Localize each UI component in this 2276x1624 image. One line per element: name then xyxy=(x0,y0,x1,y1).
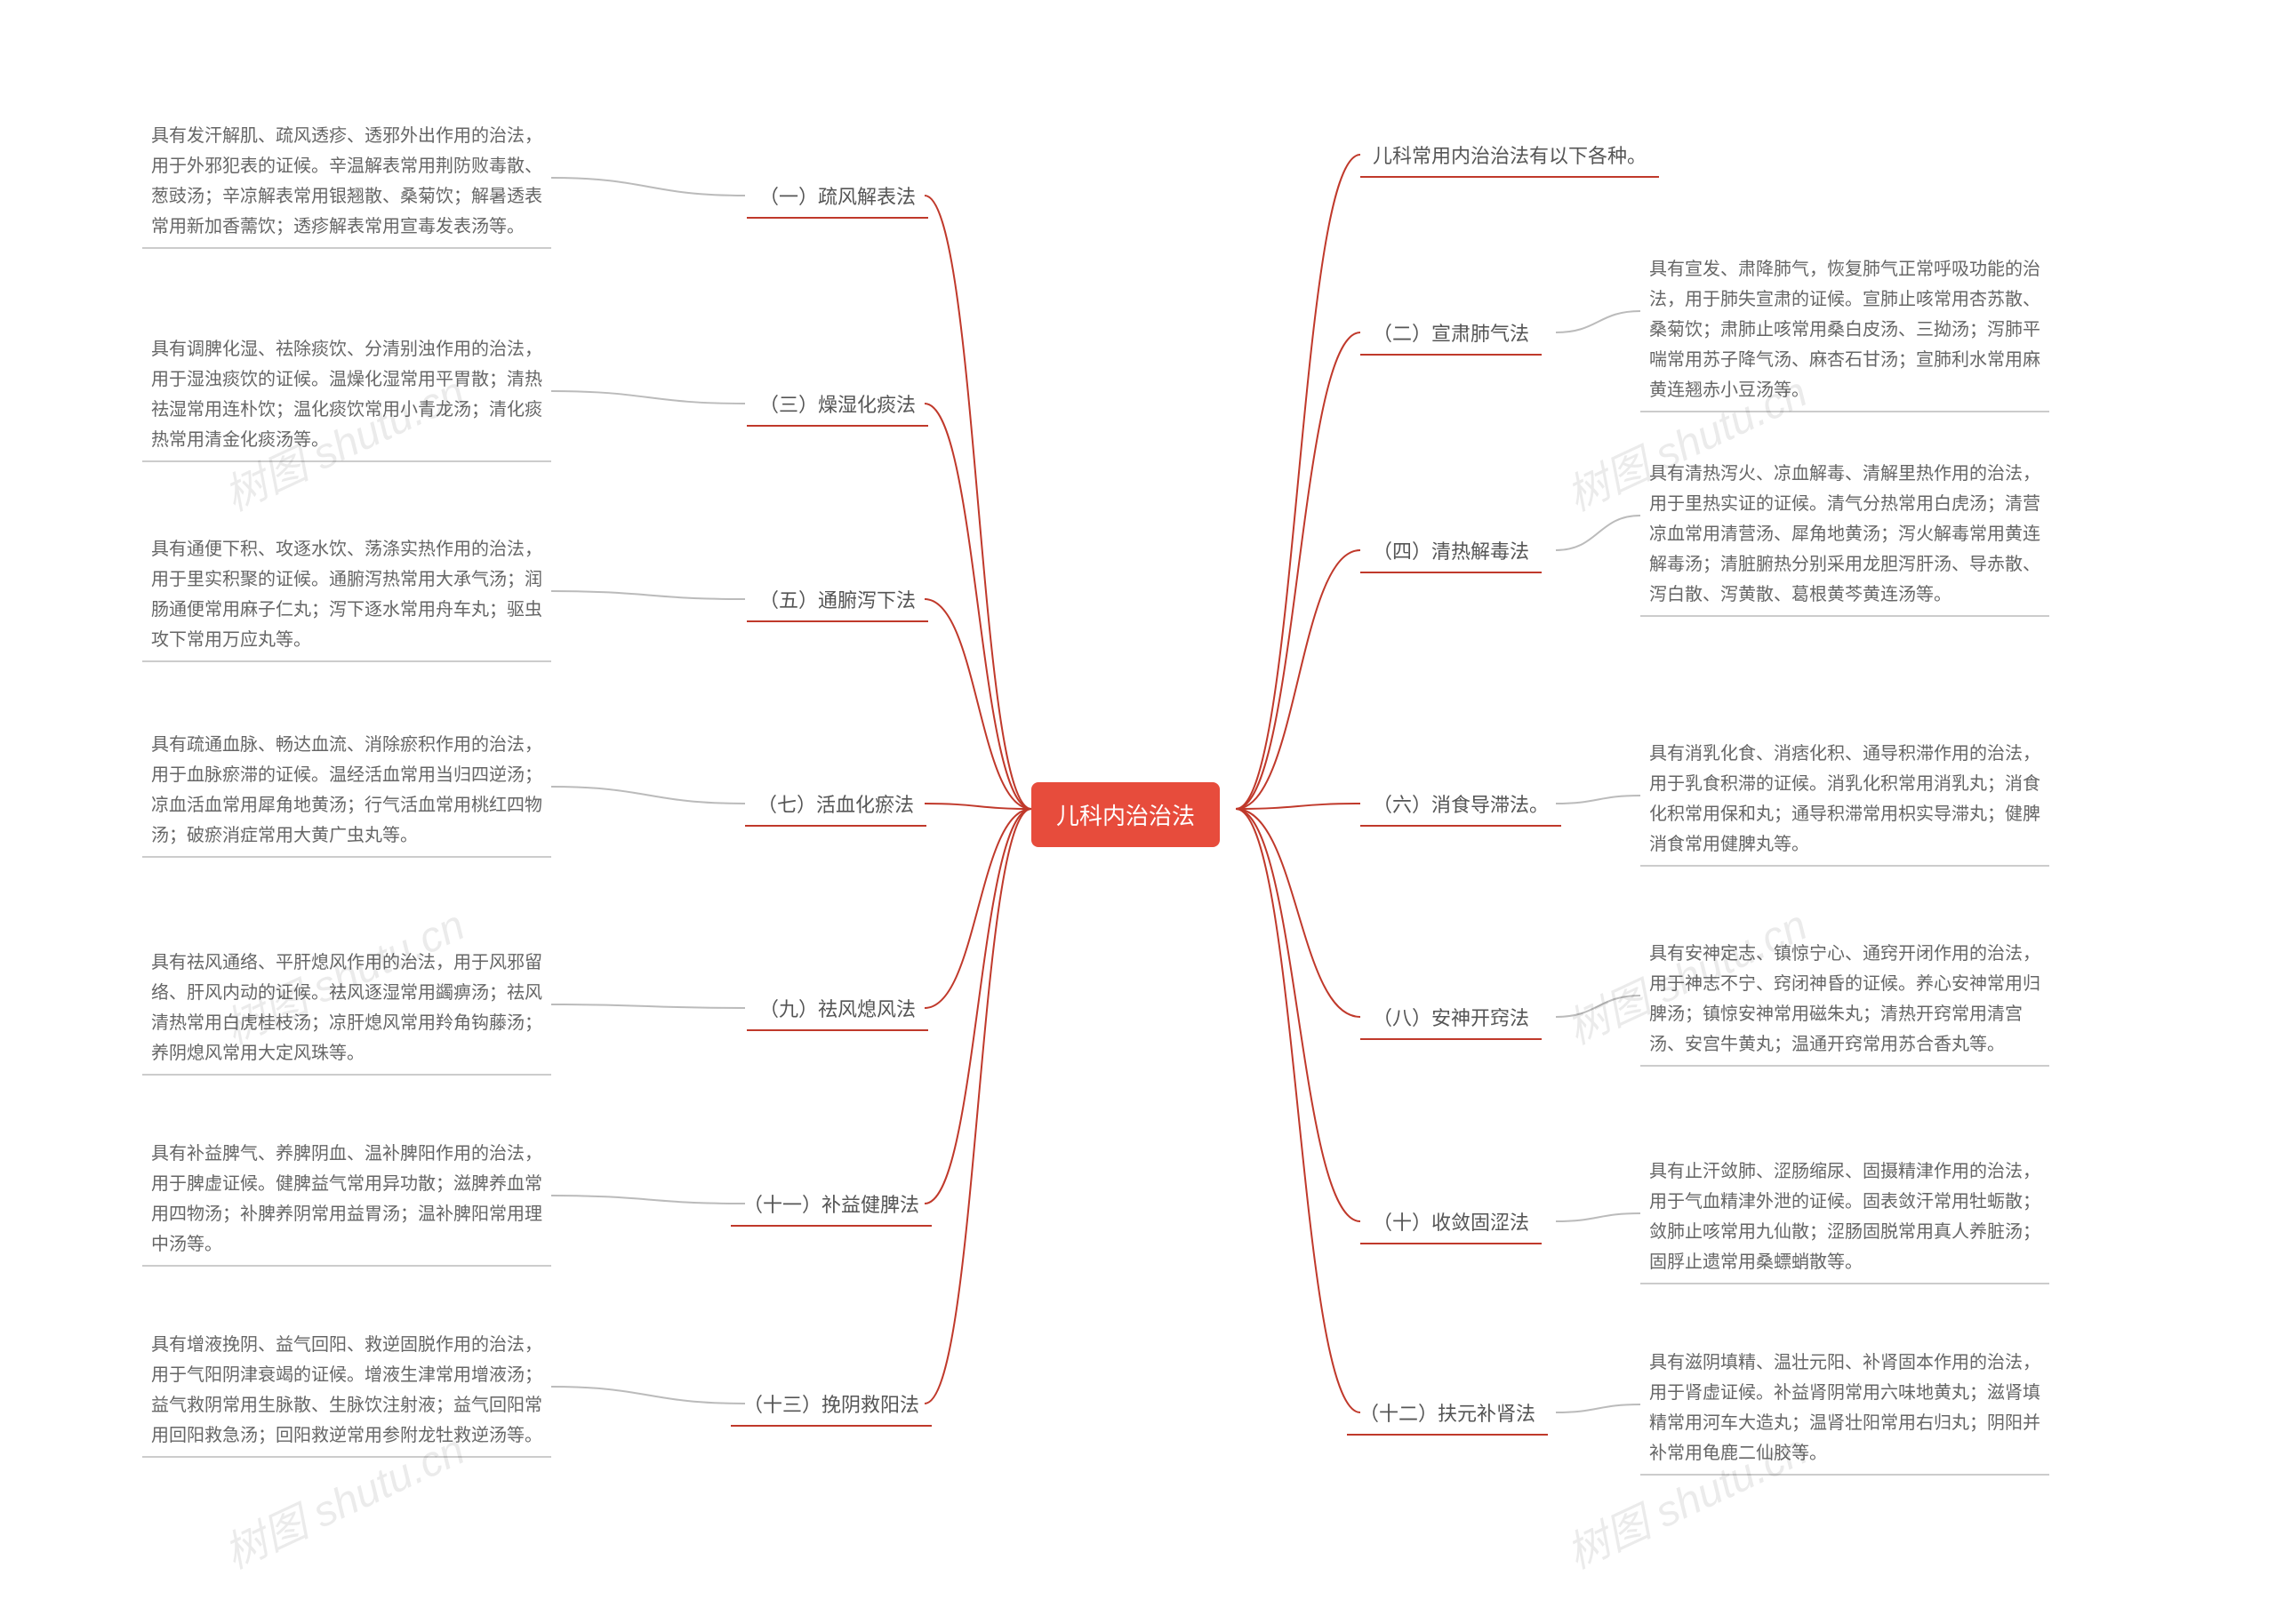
detail-b10: 具有止汗敛肺、涩肠缩尿、固摄精津作用的治法，用于气血精津外泄的证候。固表敛汗常用… xyxy=(1640,1151,2049,1284)
branch-b10: （十）收敛固涩法 xyxy=(1360,1200,1542,1244)
detail-b5: 具有通便下积、攻逐水饮、荡涤实热作用的治法，用于里实积聚的证候。通腑泻热常用大承… xyxy=(142,529,551,662)
detail-b7: 具有疏通血脉、畅达血流、消除瘀积作用的治法，用于血脉瘀滞的证候。温经活血常用当归… xyxy=(142,724,551,858)
branch-b5: （五）通腑泻下法 xyxy=(747,578,928,622)
detail-b9: 具有祛风通络、平肝熄风作用的治法，用于风邪留络、肝风内动的证候。祛风逐湿常用蠲痹… xyxy=(142,942,551,1076)
branch-b4: （四）清热解毒法 xyxy=(1360,529,1542,573)
branch-b12: （十二）扶元补肾法 xyxy=(1347,1391,1548,1436)
branch-b2: （二）宣肃肺气法 xyxy=(1360,311,1542,356)
branch-b3: （三）燥湿化痰法 xyxy=(747,382,928,427)
detail-b12: 具有滋阴填精、温壮元阳、补肾固本作用的治法，用于肾虚证候。补益肾阴常用六味地黄丸… xyxy=(1640,1342,2049,1476)
detail-b3: 具有调脾化湿、祛除痰饮、分清别浊作用的治法，用于湿浊痰饮的证候。温燥化湿常用平胃… xyxy=(142,329,551,462)
branch-b8: （八）安神开窍法 xyxy=(1360,996,1542,1040)
detail-b8: 具有安神定志、镇惊宁心、通窍开闭作用的治法，用于神志不宁、窍闭神昏的证候。养心安… xyxy=(1640,933,2049,1067)
detail-b13: 具有增液挽阴、益气回阳、救逆固脱作用的治法，用于气阳阴津衰竭的证候。增液生津常用… xyxy=(142,1324,551,1458)
branch-b7: （七）活血化瘀法 xyxy=(745,782,926,827)
center-node: 儿科内治治法 xyxy=(1031,782,1220,847)
branch-b11: （十一）补益健脾法 xyxy=(731,1182,932,1227)
detail-b11: 具有补益脾气、养脾阴血、温补脾阳作用的治法，用于脾虚证候。健脾益气常用异功散；滋… xyxy=(142,1133,551,1267)
branch-b6: （六）消食导滞法。 xyxy=(1360,782,1561,827)
detail-b2: 具有宣发、肃降肺气，恢复肺气正常呼吸功能的治法，用于肺失宣肃的证候。宣肺止咳常用… xyxy=(1640,249,2049,412)
mindmap-canvas: 儿科内治治法 儿科常用内治治法有以下各种。 （一）疏风解表法 具有发汗解肌、疏风透… xyxy=(0,0,2276,1624)
branch-b9: （九）祛风熄风法 xyxy=(747,987,928,1031)
detail-b1: 具有发汗解肌、疏风透疹、透邪外出作用的治法，用于外邪犯表的证候。辛温解表常用荆防… xyxy=(142,116,551,249)
branch-b1: （一）疏风解表法 xyxy=(747,174,928,219)
detail-b4: 具有清热泻火、凉血解毒、清解里热作用的治法，用于里热实证的证候。清气分热常用白虎… xyxy=(1640,453,2049,617)
intro-node: 儿科常用内治治法有以下各种。 xyxy=(1360,133,1659,178)
detail-b6: 具有消乳化食、消痞化积、通导积滞作用的治法，用于乳食积滞的证候。消乳化积常用消乳… xyxy=(1640,733,2049,867)
branch-b13: （十三）挽阴救阳法 xyxy=(731,1382,932,1427)
